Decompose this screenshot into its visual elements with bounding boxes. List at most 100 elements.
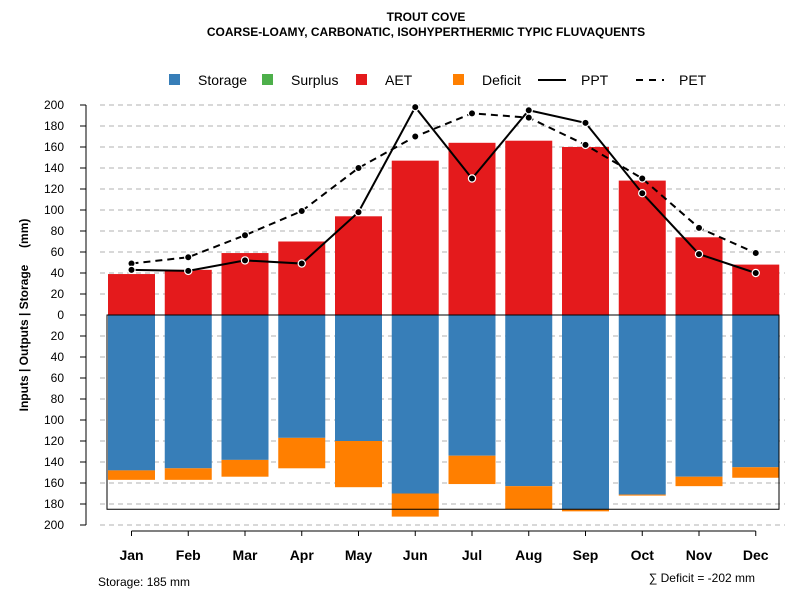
x-tick-label: Aug — [515, 547, 542, 563]
pet-point — [240, 230, 250, 240]
y-tick-label: 40 — [51, 266, 65, 280]
storage-footer: Storage: 185 mm — [98, 575, 190, 589]
storage-bar — [335, 315, 382, 441]
deficit-bar — [391, 493, 439, 517]
y-tick-label: 120 — [44, 434, 64, 448]
y-tick-label: 60 — [51, 245, 65, 259]
ppt-point — [524, 106, 533, 115]
y-tick-label: 200 — [44, 518, 64, 532]
deficit-bar — [732, 467, 780, 478]
pet-point — [638, 174, 647, 183]
ppt-point — [581, 118, 590, 128]
deficit-bar — [562, 509, 609, 512]
x-tick-label: Dec — [743, 547, 769, 563]
legend: Storage Surplus AET Deficit PPT PET — [169, 72, 707, 88]
storage-bar — [675, 315, 723, 477]
chart-title: TROUT COVE — [387, 10, 466, 24]
x-tick-label: Nov — [686, 547, 713, 563]
ppt-point — [694, 249, 704, 259]
storage-bar — [391, 315, 439, 494]
storage-bar — [562, 315, 609, 510]
storage-bar — [278, 315, 326, 438]
x-tick-label: Oct — [631, 547, 655, 563]
storage-bar — [221, 315, 269, 460]
legend-swatch — [262, 74, 273, 85]
y-tick-label: 160 — [44, 476, 64, 490]
storage-bar — [505, 315, 553, 487]
pet-point — [354, 163, 363, 173]
storage-bar — [108, 315, 155, 471]
pet-point — [524, 113, 533, 122]
y-tick-label: 100 — [44, 413, 64, 427]
y-tick-label: 40 — [51, 350, 65, 364]
y-tick-label: 20 — [51, 287, 65, 301]
ppt-point — [467, 174, 477, 183]
y-tick-label: 160 — [44, 140, 64, 154]
gridlines — [100, 104, 785, 526]
x-tick-label: May — [345, 547, 372, 563]
aet-bar — [335, 216, 382, 315]
deficit-bar — [221, 459, 269, 477]
storage-bar — [164, 315, 212, 469]
ppt-point — [638, 188, 647, 198]
legend-label: PET — [679, 72, 707, 88]
ppt-line — [131, 105, 757, 274]
y-tick-label: 0 — [57, 308, 64, 322]
x-tick-label: Feb — [176, 547, 201, 563]
y-tick-label: 140 — [44, 161, 64, 175]
x-tick-label: Jul — [462, 547, 482, 563]
deficit-bar — [164, 468, 212, 480]
axes: 2001801601401201008060402002040608010012… — [44, 98, 769, 563]
y-tick-label: 100 — [44, 203, 64, 217]
aet-bar — [562, 147, 609, 315]
deficit-bar — [505, 486, 553, 510]
y-tick-label: 120 — [44, 182, 64, 196]
pet-point — [694, 223, 704, 233]
bars — [106, 140, 780, 517]
deficit-bar — [108, 470, 155, 480]
aet-bar — [278, 241, 326, 315]
deficit-footer: ∑ Deficit = -202 mm — [649, 571, 755, 585]
ppt-point — [297, 259, 306, 268]
y-tick-label: 60 — [51, 371, 65, 385]
ppt-point — [240, 256, 250, 265]
y-tick-label: 180 — [44, 119, 64, 133]
y-tick-label: 20 — [51, 329, 65, 343]
aet-bar — [448, 142, 496, 315]
aet-bar — [164, 269, 212, 315]
pet-point — [467, 109, 477, 118]
pet-point — [751, 248, 760, 258]
y-tick-label: 80 — [51, 224, 65, 238]
legend-label: AET — [385, 72, 413, 88]
ppt-point — [127, 265, 136, 275]
aet-bar — [675, 237, 723, 315]
legend-label: Deficit — [482, 72, 521, 88]
ppt-point — [354, 207, 363, 217]
storage-bar — [732, 315, 780, 468]
legend-swatch — [169, 74, 180, 85]
pet-point — [297, 206, 306, 216]
legend-label: PPT — [581, 72, 609, 88]
deficit-bar — [675, 476, 723, 487]
x-tick-label: Jan — [119, 547, 143, 563]
legend-swatch — [453, 74, 464, 85]
x-tick-label: Mar — [233, 547, 258, 563]
deficit-bar — [278, 437, 326, 469]
aet-bar — [391, 160, 439, 315]
deficit-bar — [335, 441, 382, 488]
storage-bar — [618, 315, 666, 495]
aet-bar — [108, 274, 155, 315]
legend-swatch — [356, 74, 367, 85]
legend-label: Storage — [198, 72, 247, 88]
y-tick-label: 200 — [44, 98, 64, 112]
ppt-point — [751, 268, 760, 278]
aet-bar — [505, 140, 553, 315]
y-tick-label: 180 — [44, 497, 64, 511]
pet-point — [411, 132, 420, 141]
x-tick-label: Sep — [573, 547, 599, 563]
ppt-point — [411, 102, 420, 112]
legend-label: Surplus — [291, 72, 338, 88]
y-axis-label: Inputs | Outputs | Storage (mm) — [17, 219, 31, 412]
y-tick-label: 140 — [44, 455, 64, 469]
